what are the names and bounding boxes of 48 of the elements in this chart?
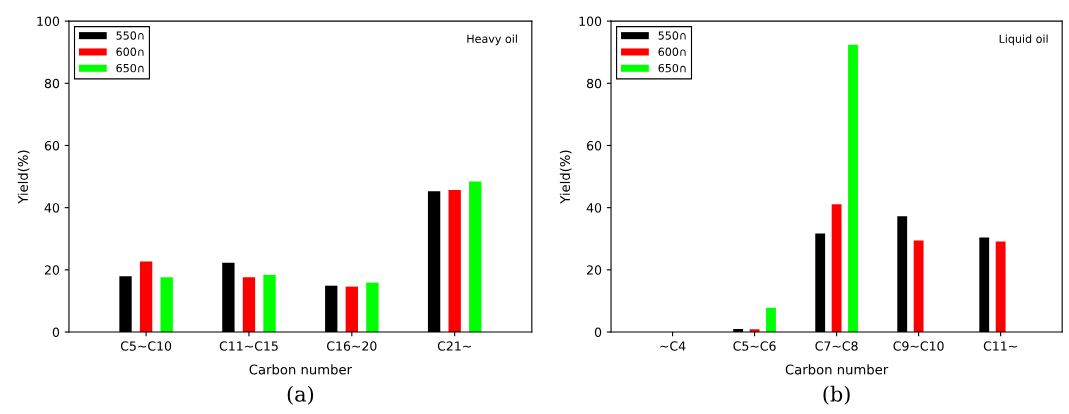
annotation: Liquid oil — [999, 34, 1048, 46]
bar — [995, 241, 1006, 333]
y-tick-label: 80 — [586, 78, 602, 89]
bar — [263, 274, 276, 333]
y-tick-label: 60 — [586, 140, 602, 151]
x-tick-label: C11~C15 — [219, 341, 278, 351]
x-tick-label: C11~ — [983, 341, 1017, 351]
bar — [848, 44, 858, 333]
legend-label: 600∩ — [658, 47, 686, 57]
x-tick-label: C21~ — [437, 341, 471, 351]
x-tick-label: C9~C10 — [893, 341, 944, 351]
legend-label: 550∩ — [116, 31, 144, 40]
y-tick-label: 20 — [587, 265, 602, 275]
bar — [831, 204, 842, 333]
y-tick-label: 100 — [37, 16, 60, 27]
x-tick-label: ~C4 — [660, 341, 686, 351]
y-tick-label: 40 — [44, 203, 60, 213]
y-tick-label: 0 — [52, 327, 60, 337]
text: (a) — [287, 385, 314, 405]
x-axis-title: Carbon number — [249, 364, 352, 375]
y-tick-label: 20 — [44, 265, 60, 275]
bar — [345, 286, 358, 333]
y-axis-title: Yield(%) — [559, 150, 572, 204]
legend-label: 650∩ — [116, 63, 144, 73]
bar — [160, 277, 173, 333]
bar — [242, 277, 256, 333]
y-tick-label: 80 — [44, 78, 60, 89]
legend-label: 550∩ — [658, 31, 686, 40]
bar — [766, 307, 776, 333]
x-tick-label: C7~C8 — [815, 341, 858, 351]
y-tick-label: 100 — [579, 16, 602, 27]
bar — [366, 282, 379, 333]
y-tick-label: 40 — [586, 203, 602, 213]
bar — [139, 261, 153, 333]
bar — [448, 189, 461, 333]
annotation: Heavy oil — [467, 34, 517, 46]
x-tick-label: C5~C10 — [120, 341, 172, 351]
x-tick-label: C5~C6 — [733, 341, 776, 351]
x-axis-title: Carbon number — [785, 364, 889, 375]
y-tick-label: 0 — [594, 327, 602, 337]
x-tick-label: C16~20 — [327, 341, 377, 351]
bar — [469, 181, 482, 333]
y-axis-title: Yield(%) — [17, 150, 30, 204]
legend-label: 650∩ — [658, 63, 686, 73]
legend-label: 600∩ — [116, 47, 144, 57]
y-tick-label: 60 — [44, 140, 60, 151]
text: (b) — [823, 385, 850, 405]
bar — [913, 240, 924, 333]
